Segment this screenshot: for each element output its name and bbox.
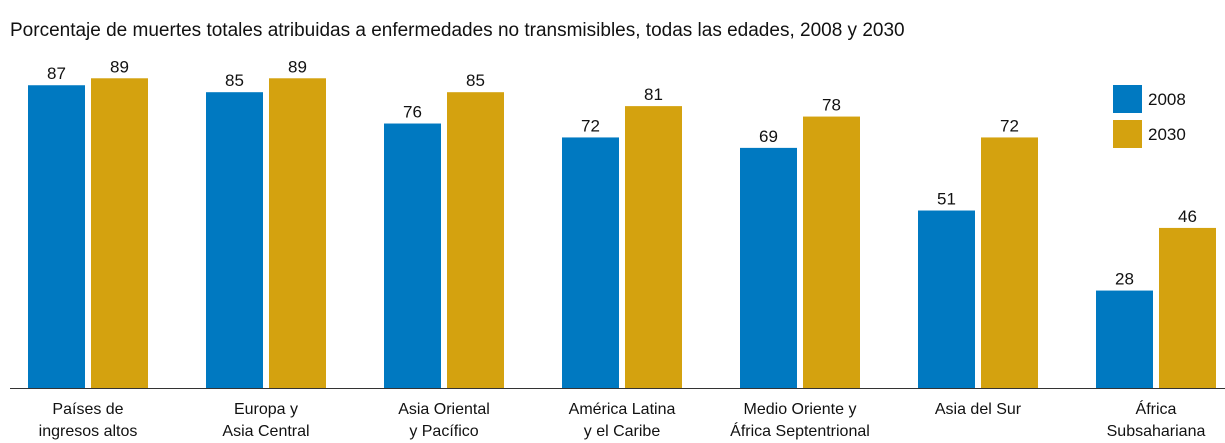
bar (269, 78, 326, 388)
value-label: 46 (1178, 207, 1197, 226)
bar (384, 123, 441, 389)
value-label: 89 (288, 57, 307, 76)
bar (740, 147, 797, 388)
chart-title: Porcentaje de muertes totales atribuidas… (10, 20, 905, 41)
bar (1096, 290, 1153, 388)
x-tick-label: Europa y Asia Central (222, 401, 309, 440)
value-label: 89 (110, 57, 129, 76)
value-label: 76 (403, 103, 422, 122)
legend-swatch (1113, 85, 1142, 113)
bar (447, 92, 504, 388)
value-label: 85 (225, 71, 244, 90)
bar (28, 85, 85, 389)
bar (625, 106, 682, 389)
value-label: 69 (759, 127, 778, 146)
x-tick-label: Asia Oriental y Pacífico (398, 401, 490, 440)
legend-swatch (1113, 120, 1142, 148)
value-label: 85 (466, 71, 485, 90)
bar (981, 137, 1038, 388)
value-label: 81 (644, 85, 663, 104)
x-tick-label: América Latina y el Caribe (569, 401, 676, 440)
value-label: 72 (581, 116, 600, 135)
value-label: 87 (47, 64, 66, 83)
legend-label: 2008 (1148, 90, 1186, 109)
bar (1159, 227, 1216, 388)
value-label: 51 (937, 190, 956, 209)
value-label: 28 (1115, 270, 1134, 289)
x-tick-label: África Subsahariana (1107, 399, 1206, 440)
legend-label: 2030 (1148, 125, 1186, 144)
value-label: 78 (822, 96, 841, 115)
bar (918, 210, 975, 388)
x-tick-label: Países de ingresos altos (39, 401, 138, 440)
bar (803, 116, 860, 388)
bar (562, 137, 619, 388)
value-label: 72 (1000, 116, 1019, 135)
x-tick-label: Asia del Sur (935, 401, 1022, 418)
bar (91, 78, 148, 388)
bar (206, 92, 263, 388)
x-tick-label: Medio Oriente y África Septentrional (730, 401, 870, 440)
